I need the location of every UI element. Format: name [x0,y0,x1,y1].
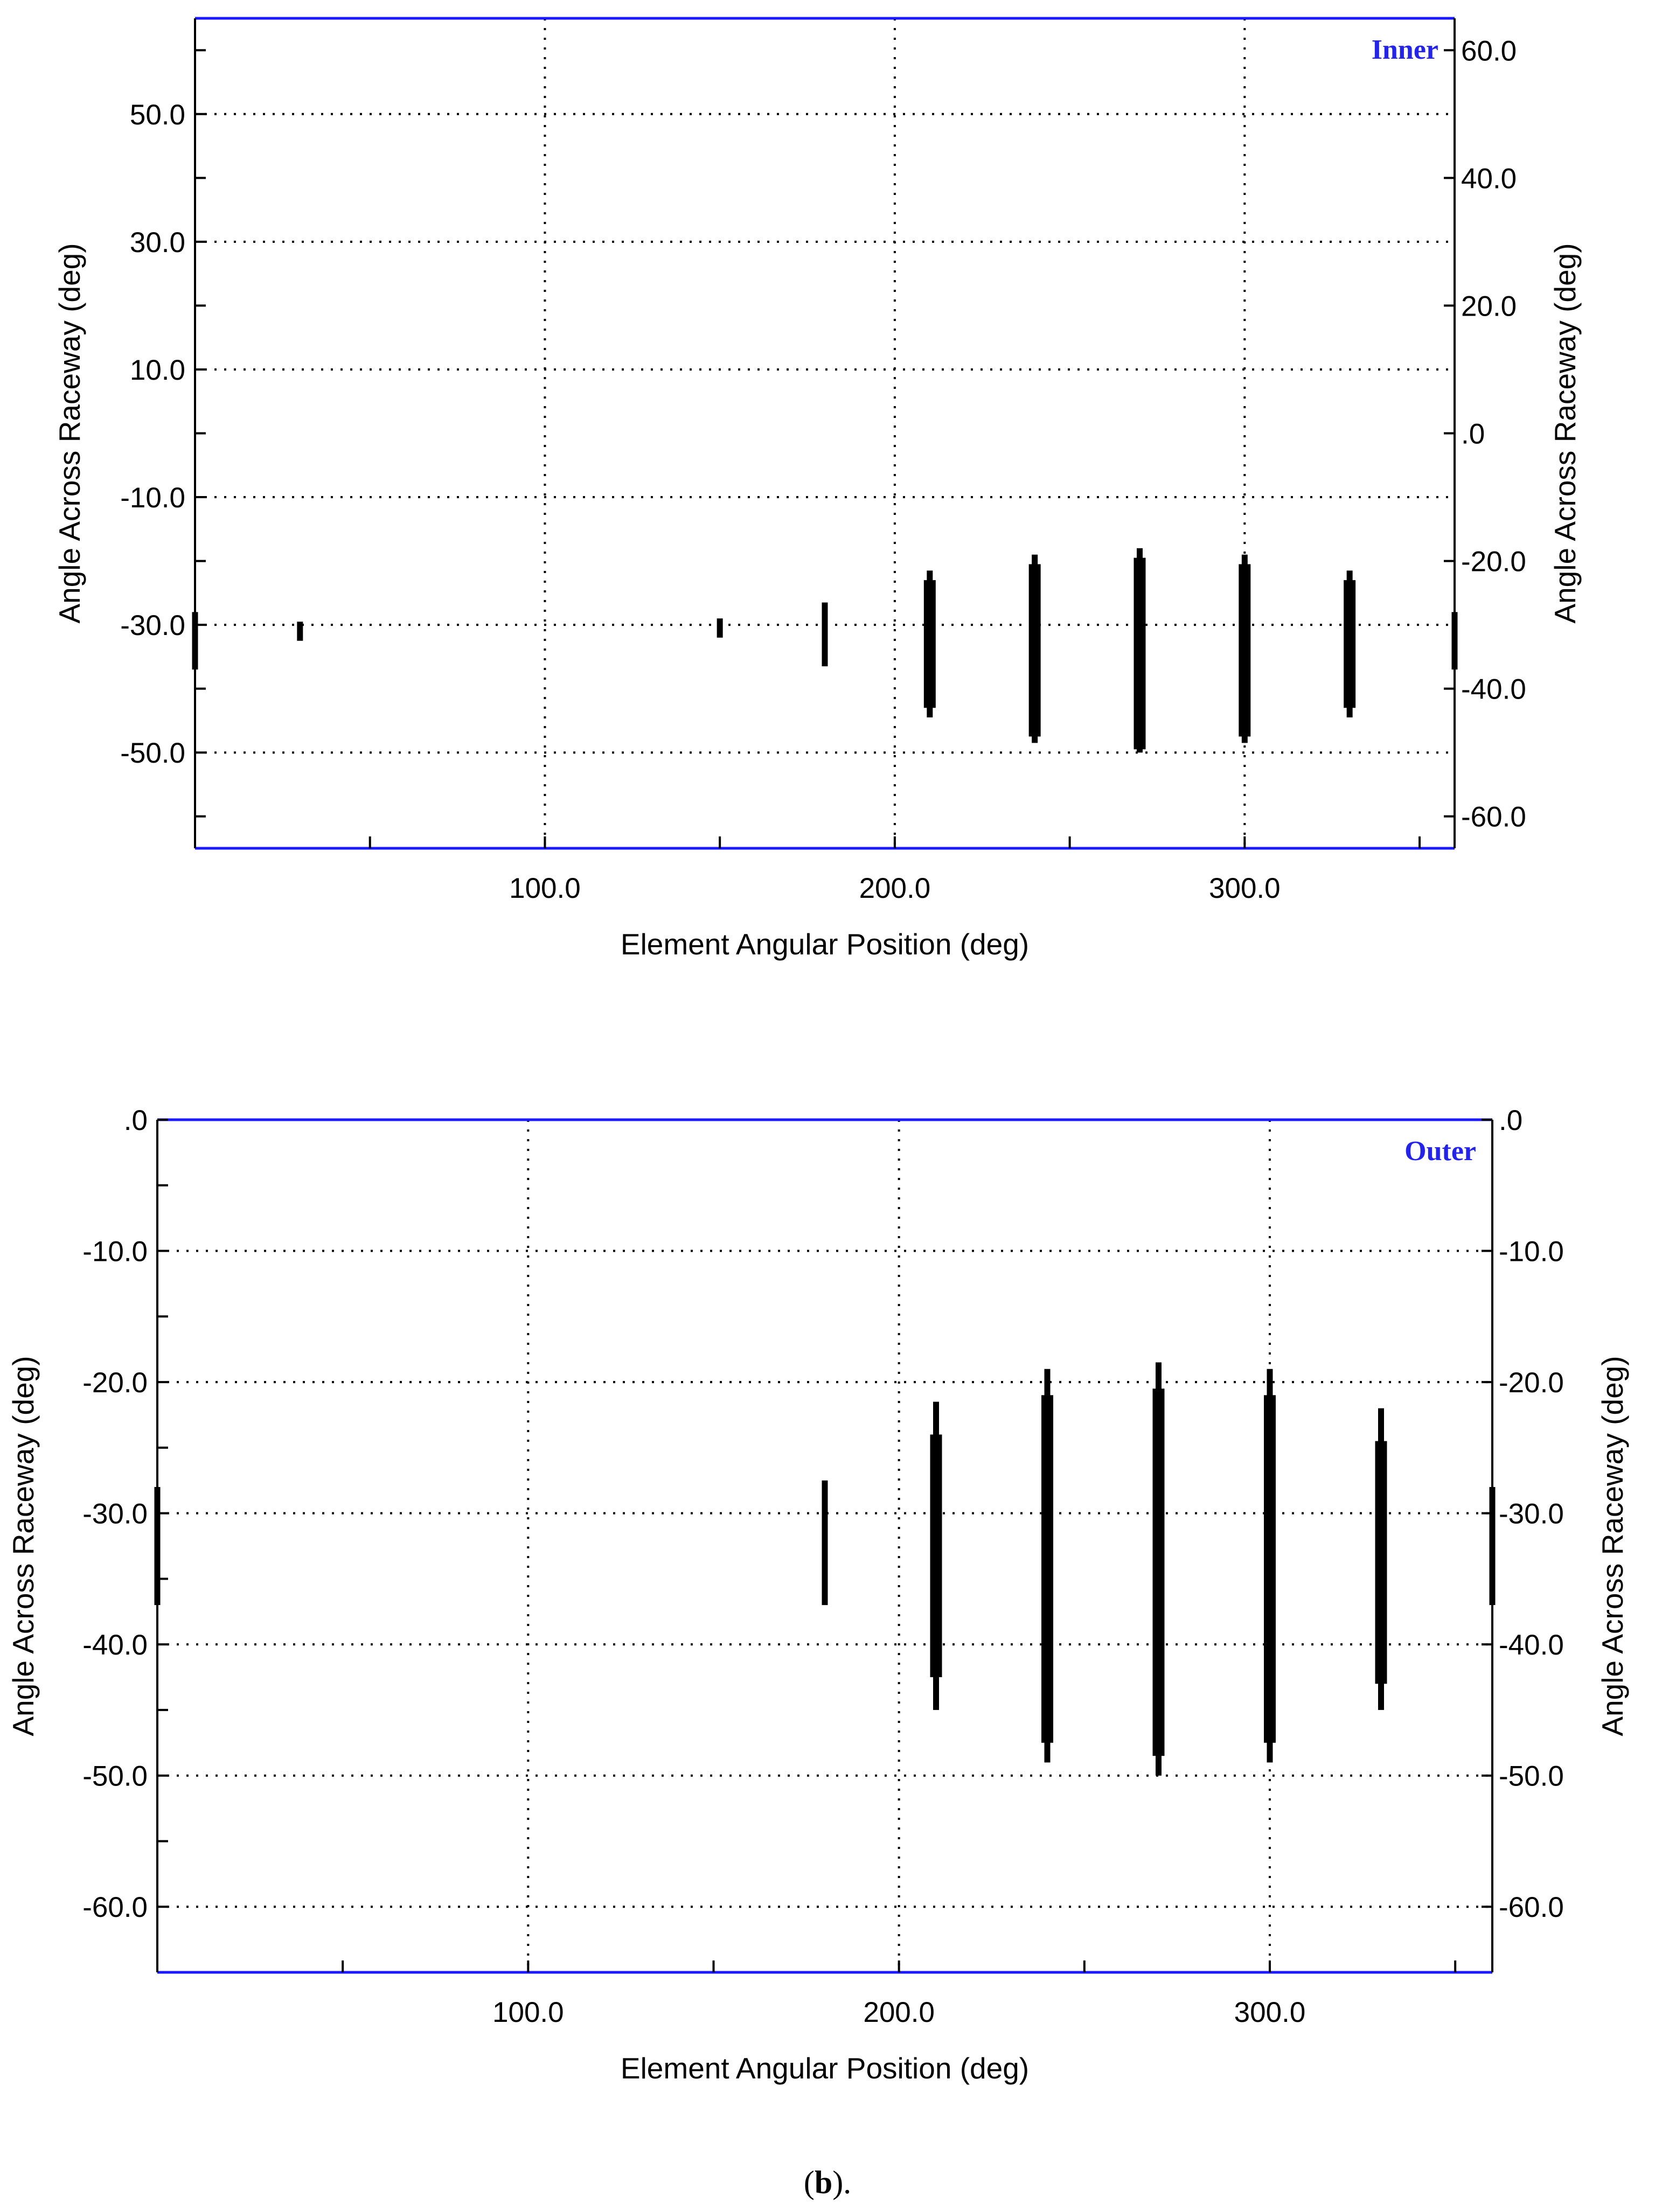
left-y-axis-title: Angle Across Raceway (deg) [6,1356,40,1736]
left-tick-label: -50.0 [120,737,185,769]
right-tick-label: -60.0 [1461,801,1526,833]
panel-tag-label: Outer [1404,1136,1476,1167]
x-tick-label: 300.0 [1209,873,1281,904]
left-tick-label: -30.0 [120,610,185,641]
left-tick-label: -30.0 [82,1498,148,1530]
right-tick-label: -50.0 [1499,1761,1564,1792]
right-tick-label: -40.0 [1499,1629,1564,1661]
left-tick-label: -10.0 [120,482,185,514]
left-tick-label: 10.0 [130,354,185,386]
right-tick-label: 40.0 [1461,163,1517,194]
x-tick-label: 200.0 [863,1997,935,2028]
right-tick-label: -20.0 [1499,1367,1564,1399]
x-axis-title: Element Angular Position (deg) [621,927,1029,961]
left-tick-label: -20.0 [82,1367,148,1399]
figure-caption: (b). [804,2165,851,2200]
right-tick-label: -40.0 [1461,674,1526,706]
x-tick-label: 300.0 [1234,1997,1306,2028]
x-axis-title: Element Angular Position (deg) [621,2051,1029,2085]
inner-raceway-chart: 100.0 200.0 300.0 50.0 30.0 10.0 -10.0 -30.0 -50… [53,17,1582,961]
left-tick-label: .0 [124,1105,148,1136]
left-tick-label: -10.0 [82,1236,148,1268]
right-tick-label: -60.0 [1499,1892,1564,1923]
left-tick-label: 50.0 [130,99,185,131]
outer-raceway-chart: 100.0 200.0 300.0 .0 -10.0 -20.0 -30.0 -40.0 -50… [6,1105,1629,2085]
right-tick-label: .0 [1499,1105,1522,1136]
right-tick-label: 20.0 [1461,290,1517,322]
left-tick-label: 30.0 [130,227,185,259]
left-tick-label: -40.0 [82,1629,148,1661]
right-tick-label: -30.0 [1499,1498,1564,1530]
right-y-axis-title: Angle Across Raceway (deg) [1596,1356,1629,1736]
left-tick-label: -50.0 [82,1761,148,1792]
right-tick-label: .0 [1461,418,1485,450]
right-tick-label: 60.0 [1461,35,1517,67]
right-tick-label: -10.0 [1499,1236,1564,1268]
panel-tag-label: Inner [1372,34,1438,65]
right-y-axis-title: Angle Across Raceway (deg) [1548,243,1582,623]
left-y-axis-title: Angle Across Raceway (deg) [53,243,86,623]
x-tick-label: 200.0 [859,873,931,904]
right-tick-label: -20.0 [1461,546,1526,578]
x-tick-label: 100.0 [492,1997,564,2028]
left-tick-label: -60.0 [82,1892,148,1923]
x-tick-label: 100.0 [509,873,581,904]
